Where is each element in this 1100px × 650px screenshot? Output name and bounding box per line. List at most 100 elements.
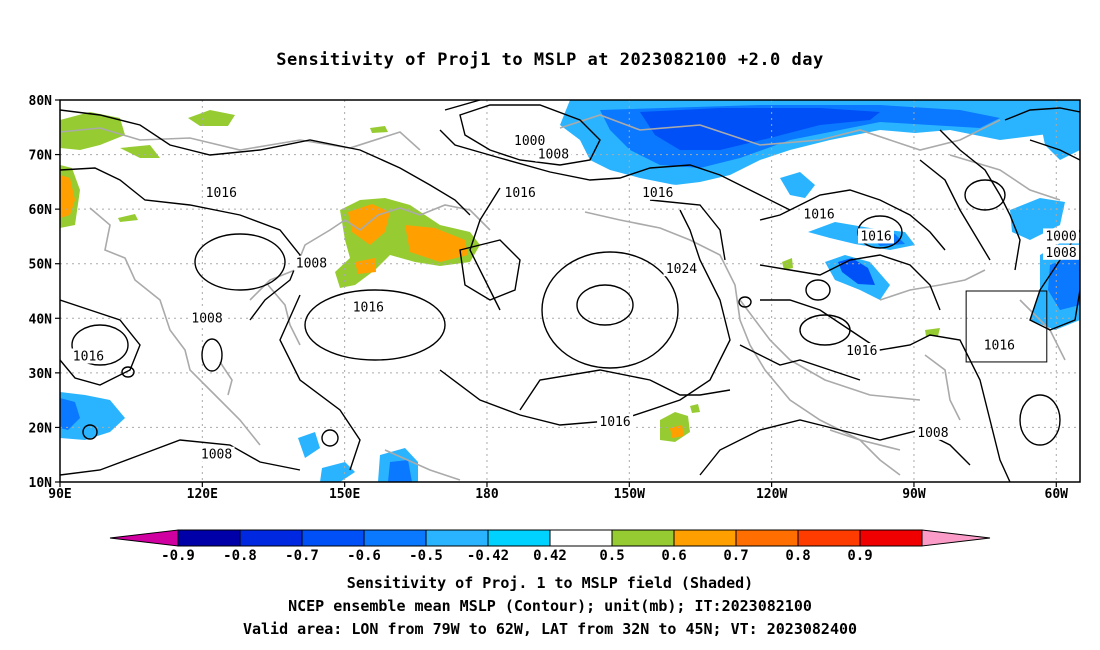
shade-positive-siberia xyxy=(60,112,125,150)
shade-negative-westpac-mid xyxy=(60,398,80,430)
lon-label: 120W xyxy=(756,487,787,502)
colorbar-swatch xyxy=(425,529,489,547)
lat-label: 20N xyxy=(29,421,53,436)
shade-negative-alaska-coast xyxy=(780,172,815,198)
contour-label-bg xyxy=(981,337,1018,353)
colorbar-swatch xyxy=(859,529,923,547)
lon-label: 90E xyxy=(48,487,71,502)
lat-label: 50N xyxy=(29,258,53,273)
contour-label: 1016 xyxy=(206,186,237,201)
colorbar-tick-label: -0.6 xyxy=(347,548,381,564)
contour-label: 1024 xyxy=(666,262,697,277)
lat-label: 80N xyxy=(29,94,53,109)
contour-label: 1008 xyxy=(201,448,232,463)
lon-label: 90W xyxy=(902,487,926,502)
lat-label: 40N xyxy=(29,312,53,327)
contour-label-bg xyxy=(801,206,838,222)
contour-label: 1008 xyxy=(191,311,222,326)
contour-label: 1016 xyxy=(984,339,1015,354)
contour-label-bg xyxy=(639,184,676,200)
contour-label: 1008 xyxy=(917,426,948,441)
colorbar-swatch xyxy=(363,529,427,547)
caption-shaded: Sensitivity of Proj. 1 to MSLP field (Sh… xyxy=(346,574,754,592)
colorbar-tick-label: -0.8 xyxy=(223,548,257,564)
shade-negative-tropics-2 xyxy=(320,462,355,482)
valid-area-box xyxy=(965,290,1048,363)
contour-label: 1008 xyxy=(1045,246,1076,261)
contour-label-bg xyxy=(70,348,107,364)
caption-valid-area: Valid area: LON from 79W to 62W, LAT fro… xyxy=(242,620,858,638)
contour-label: 1000 xyxy=(514,134,545,149)
contour-label: 1016 xyxy=(642,186,673,201)
contour-label-bg xyxy=(502,184,539,200)
contour-label: 1016 xyxy=(846,344,877,359)
contour-label-bg xyxy=(535,146,572,162)
contour-label: 1016 xyxy=(73,349,104,364)
contour-label-bg xyxy=(293,255,330,271)
contour-label: 1008 xyxy=(296,257,327,272)
colorbar-swatch xyxy=(735,529,799,547)
shade-positive-kamchatka-orange-3 xyxy=(355,258,376,274)
shade-positive-siberia-2 xyxy=(120,145,160,158)
colorbar-swatch xyxy=(797,529,861,547)
contour-label: 1016 xyxy=(860,229,891,244)
colorbar-tick-label: 0.8 xyxy=(785,548,810,564)
shade-positive-hawaii-orange xyxy=(670,425,684,438)
colorbar-tick-label: 0.9 xyxy=(847,548,872,564)
shade-negative-westpac xyxy=(60,392,125,440)
contour-label: 1016 xyxy=(353,300,384,315)
shade-negative-tropics-3-mid xyxy=(388,460,412,482)
colorbar-low-triangle xyxy=(109,529,179,547)
colorbar-swatch xyxy=(611,529,675,547)
shade-negative-tropics-1 xyxy=(298,432,320,458)
colorbar-swatch xyxy=(549,529,613,547)
shade-negative-arctic-strong xyxy=(640,108,880,150)
contour-label-bg xyxy=(511,132,548,148)
shade-negative-arctic-east xyxy=(1040,118,1080,160)
lon-label: 120E xyxy=(187,487,218,502)
colorbar-tick-label: 0.42 xyxy=(533,548,567,564)
colorbar-tick-label: -0.7 xyxy=(285,548,319,564)
lon-label: 150W xyxy=(614,487,645,502)
colorbar-swatch xyxy=(487,529,551,547)
contour-label-bg xyxy=(663,261,700,277)
lat-label: 30N xyxy=(29,367,53,382)
colorbar-tick-label: 0.7 xyxy=(723,548,748,564)
shaded-sensitivity xyxy=(60,100,1080,482)
contour-label: 1016 xyxy=(599,415,630,430)
contour-label: 1000 xyxy=(1045,229,1076,244)
colorbar: -0.9 -0.8 -0.7 -0.6 -0.5 -0.42 0.42 0.5 0.6 0.7 0.… xyxy=(109,529,991,564)
shade-positive-small1 xyxy=(118,214,138,222)
map-title: Sensitivity of Proj1 to MSLP at 20230821… xyxy=(276,50,824,70)
colorbar-tick-label: 0.5 xyxy=(599,548,624,564)
contour-label-bg xyxy=(858,228,894,244)
shade-positive-north xyxy=(188,110,235,126)
colorbar-swatch xyxy=(301,529,365,547)
shade-negative-greatlakes-mid xyxy=(838,258,875,285)
lat-label: 10N xyxy=(29,476,53,491)
contour-label-bg xyxy=(914,424,951,440)
contour-label: 1016 xyxy=(803,208,834,223)
colorbar-tick-label: -0.5 xyxy=(409,548,443,564)
contour-label: 1016 xyxy=(505,186,536,201)
caption-contour: NCEP ensemble mean MSLP (Contour); unit(… xyxy=(288,597,812,615)
lon-label: 180 xyxy=(475,487,499,502)
contour-label-bg xyxy=(1043,228,1080,244)
contour-label-bg xyxy=(189,310,226,326)
colorbar-swatch xyxy=(673,529,737,547)
shade-positive-small2 xyxy=(370,126,388,133)
lon-label: 150E xyxy=(329,487,360,502)
shade-negative-greenland xyxy=(1010,198,1065,240)
contour-label-bg xyxy=(350,299,387,315)
shade-positive-west-orange xyxy=(60,175,75,218)
contour-label-bg xyxy=(843,343,880,359)
contour-label-bg xyxy=(203,184,240,200)
lon-label: 60W xyxy=(1045,487,1069,502)
mslp-contours xyxy=(60,100,1080,482)
contour-label-bg xyxy=(1043,244,1080,260)
contour-label-bg xyxy=(198,446,235,462)
lat-label: 60N xyxy=(29,203,53,218)
colorbar-swatch xyxy=(239,529,303,547)
